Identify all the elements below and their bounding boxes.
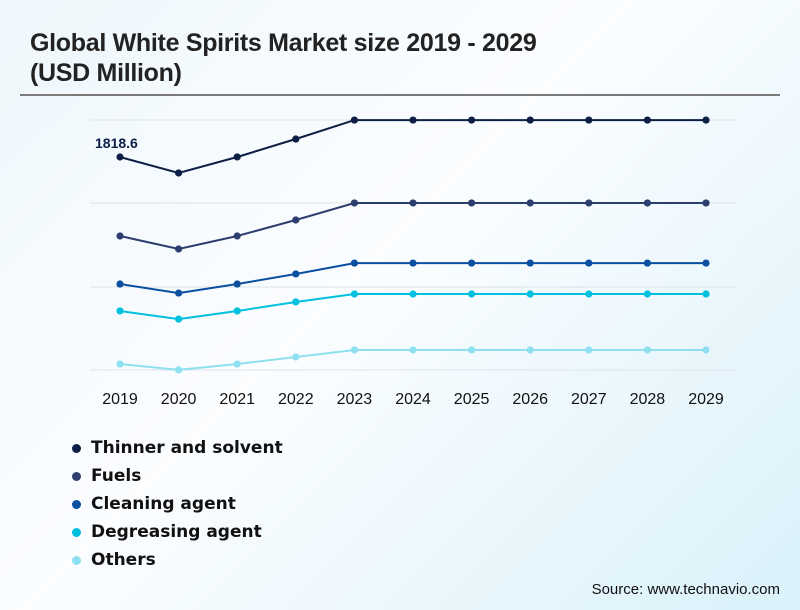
data-point xyxy=(175,289,183,297)
data-point xyxy=(116,153,124,161)
legend-label: Degreasing agent xyxy=(91,522,262,542)
source-note: Source: www.technavio.com xyxy=(591,581,780,598)
x-tick-label: 2024 xyxy=(395,391,431,408)
annotations: 1818.6 xyxy=(95,135,138,151)
data-point xyxy=(468,290,476,298)
data-point xyxy=(468,259,476,267)
data-point xyxy=(116,232,124,240)
data-point xyxy=(175,169,183,177)
data-point xyxy=(292,216,300,224)
x-axis-ticks: 2019 2020 2021 2022 2023 2024 2025 2026 2027 2028… xyxy=(102,391,724,408)
data-point xyxy=(233,232,241,240)
data-point xyxy=(292,270,300,278)
x-tick-label: 2029 xyxy=(688,391,724,408)
series-line-0 xyxy=(119,119,706,175)
data-point xyxy=(585,259,593,267)
data-point xyxy=(350,116,358,124)
gridlines xyxy=(90,119,737,371)
data-point xyxy=(643,116,652,124)
x-tick-label: 2027 xyxy=(571,391,607,408)
series-lines xyxy=(119,119,706,371)
data-point xyxy=(175,315,183,323)
data-point xyxy=(585,346,593,354)
legend-item: Fuels xyxy=(72,462,283,490)
data-point xyxy=(233,153,241,161)
data-point xyxy=(175,366,183,374)
data-point xyxy=(585,290,593,298)
data-point xyxy=(585,116,593,124)
data-point xyxy=(409,290,417,298)
x-tick-label: 2021 xyxy=(219,391,255,408)
chart-title-line-2: (USD Million) xyxy=(30,59,182,87)
data-point xyxy=(702,199,710,207)
data-point xyxy=(350,290,358,298)
data-point xyxy=(350,259,358,267)
x-tick-label: 2019 xyxy=(102,391,138,408)
legend-label: Others xyxy=(91,550,156,570)
data-point xyxy=(526,346,534,354)
series-line-1 xyxy=(119,202,706,251)
data-point xyxy=(116,280,124,288)
line-chart: 2019 2020 2021 2022 2023 2024 2025 2026 2027 2028… xyxy=(90,116,737,408)
legend-label: Thinner and solvent xyxy=(91,438,283,458)
data-point xyxy=(409,116,417,124)
data-point xyxy=(643,259,652,267)
x-tick-label: 2026 xyxy=(512,391,548,408)
data-point xyxy=(468,199,476,207)
legend: Thinner and solvent Fuels Cleaning agent De… xyxy=(72,434,283,574)
data-point xyxy=(116,360,124,368)
data-point xyxy=(702,346,710,354)
data-point xyxy=(468,346,476,354)
data-point xyxy=(292,135,300,143)
data-point xyxy=(702,116,710,124)
data-point xyxy=(233,360,241,368)
data-point xyxy=(585,199,593,207)
data-point xyxy=(409,259,417,267)
data-point xyxy=(292,298,300,306)
series-points xyxy=(116,116,710,374)
chart-title-line-1: Global White Spirits Market size 2019 - … xyxy=(30,29,537,57)
title-divider xyxy=(20,94,780,96)
data-point xyxy=(526,116,534,124)
series-line-2 xyxy=(119,262,706,295)
legend-marker-icon xyxy=(72,443,81,453)
data-point xyxy=(468,116,476,124)
data-point xyxy=(409,346,417,354)
data-point xyxy=(526,199,534,207)
legend-item: Degreasing agent xyxy=(72,518,283,546)
data-point xyxy=(526,259,534,267)
data-point xyxy=(526,290,534,298)
legend-item: Thinner and solvent xyxy=(72,434,283,462)
x-tick-label: 2028 xyxy=(630,391,666,408)
data-point xyxy=(292,353,300,361)
data-point xyxy=(175,245,183,253)
x-tick-label: 2025 xyxy=(454,391,490,408)
data-point xyxy=(643,290,652,298)
series-line-3 xyxy=(119,293,706,321)
chart-title: Global White Spirits Market size 2019 - … xyxy=(30,28,537,88)
data-point xyxy=(643,346,652,354)
data-point xyxy=(233,307,241,315)
data-point xyxy=(702,259,710,267)
legend-marker-icon xyxy=(72,471,81,481)
data-point xyxy=(116,307,124,315)
x-tick-label: 2020 xyxy=(161,391,197,408)
legend-marker-icon xyxy=(72,499,81,509)
legend-marker-icon xyxy=(72,527,81,537)
data-point xyxy=(409,199,417,207)
legend-item: Cleaning agent xyxy=(72,490,283,518)
data-point xyxy=(233,280,241,288)
legend-label: Cleaning agent xyxy=(91,494,236,514)
x-tick-label: 2023 xyxy=(337,391,373,408)
data-point xyxy=(350,199,358,207)
x-tick-label: 2022 xyxy=(278,391,314,408)
data-label: 1818.6 xyxy=(95,135,138,151)
data-point xyxy=(702,290,710,298)
data-point xyxy=(350,346,358,354)
legend-marker-icon xyxy=(72,555,81,565)
legend-item: Others xyxy=(72,546,283,574)
legend-label: Fuels xyxy=(91,466,142,486)
data-point xyxy=(643,199,652,207)
